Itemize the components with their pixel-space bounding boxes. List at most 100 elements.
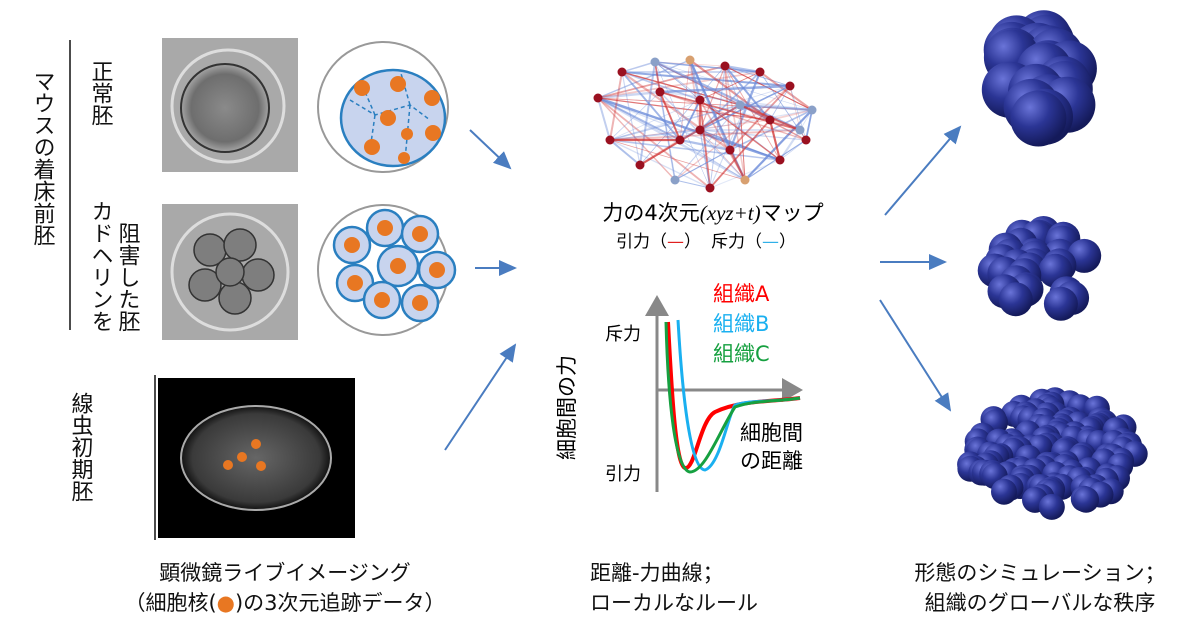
- force-edge: [679, 99, 701, 141]
- force-map-title: 力の4次元(xyz+t)マップ: [602, 201, 823, 225]
- force-edge: [769, 85, 791, 121]
- x-axis-label-line2: の距離: [740, 449, 803, 473]
- nucleus-dots: [344, 220, 445, 311]
- force-edge: [709, 65, 726, 189]
- cell-node: [617, 67, 627, 77]
- force-edge: [699, 109, 813, 131]
- left-caption-line1: 顕微鏡ライブイメージング: [159, 561, 411, 585]
- force-edge: [729, 149, 746, 181]
- x-axis-label-line1: 細胞間: [740, 421, 803, 445]
- cell-node: [735, 100, 745, 110]
- cell-node: [807, 105, 817, 115]
- force-edge: [674, 104, 741, 181]
- cell-node: [593, 93, 603, 103]
- nucleus-dots: [354, 76, 441, 164]
- force-edge: [699, 129, 711, 189]
- force-edge: [674, 149, 731, 181]
- cell-node: [675, 135, 685, 145]
- force-edge: [724, 65, 741, 106]
- cadherin-label-line1: カドヘリンを: [88, 200, 113, 332]
- force-edge: [679, 104, 741, 141]
- force-edge: [621, 71, 641, 166]
- nucleus-dot-icon: ●: [217, 591, 235, 615]
- cell-node: [695, 125, 705, 135]
- force-edge: [724, 65, 731, 151]
- middle-caption-line1: 距離-力曲線；: [590, 561, 724, 585]
- force-edge: [621, 71, 731, 151]
- force-edge: [769, 119, 801, 131]
- legend-tissue-c: 組織C: [713, 342, 770, 366]
- force-edge: [609, 119, 771, 141]
- force-map-network: [593, 55, 817, 193]
- force-edge: [654, 61, 813, 111]
- force-edge: [654, 61, 661, 93]
- cell-node: [795, 125, 805, 135]
- cell-node: [765, 115, 775, 125]
- force-edge: [597, 97, 611, 141]
- force-edge: [699, 99, 781, 161]
- right-caption-line2: 組織のグローバルな秩序: [925, 591, 1156, 615]
- cell-sphere: [1073, 486, 1100, 513]
- cell-node: [705, 183, 715, 193]
- cell-node: [775, 155, 785, 165]
- cell-node: [801, 135, 811, 145]
- force-edge: [659, 91, 676, 181]
- force-edge: [699, 71, 761, 131]
- normal-embryo-photo: [162, 38, 298, 172]
- force-edge: [699, 129, 807, 141]
- force-edge: [699, 129, 746, 181]
- cell-node: [755, 67, 765, 77]
- force-edge: [597, 97, 771, 121]
- force-edge: [739, 103, 813, 112]
- force-edge: [597, 97, 731, 151]
- force-edge: [639, 104, 741, 166]
- force-edge: [689, 59, 701, 131]
- y-top-label: 斥力: [605, 324, 641, 345]
- force-edge: [654, 60, 801, 132]
- cell-node: [635, 160, 645, 170]
- force-edge: [609, 71, 623, 141]
- force-edge: [679, 138, 731, 152]
- cell-sphere: [998, 282, 1033, 317]
- legend-tissue-b: 組織B: [713, 312, 769, 336]
- distance-force-graph: 細胞間の力 斥力 引力 細胞間 の距離 組織A 組織B 組織C: [555, 282, 803, 492]
- cell-sphere: [1038, 493, 1065, 520]
- force-edge: [659, 91, 807, 141]
- force-edge: [597, 97, 681, 141]
- force-edge: [659, 91, 681, 141]
- cell-node: [650, 57, 660, 67]
- force-edge: [621, 71, 791, 87]
- cell-node: [785, 81, 795, 91]
- force-edge: [654, 61, 761, 73]
- curve-tissue-c: [664, 321, 801, 474]
- force-edge: [659, 91, 813, 111]
- force-edge: [724, 65, 746, 181]
- force-edge: [621, 71, 701, 101]
- cell-sphere: [991, 478, 1017, 505]
- cell-node: [720, 61, 730, 71]
- middle-caption-line2: ローカルなルール: [590, 591, 758, 615]
- flow-arrows: [444, 125, 962, 451]
- cell-node: [725, 145, 735, 155]
- force-edge: [597, 97, 711, 189]
- cell-node: [670, 175, 680, 185]
- force-edge: [728, 71, 762, 151]
- force-edge: [724, 64, 761, 74]
- worm-embryo-label: 線虫初期胚: [68, 392, 94, 502]
- worm-embryo-photo: [158, 378, 355, 538]
- force-edge: [724, 65, 771, 121]
- force-edge: [744, 109, 813, 181]
- force-map-legend: 引力（—） 斥力（—）: [616, 232, 796, 252]
- force-edge: [709, 119, 771, 189]
- force-edge: [779, 129, 801, 161]
- force-edge: [609, 139, 641, 166]
- force-edge: [621, 61, 656, 73]
- force-edge: [659, 91, 801, 131]
- force-edge: [659, 84, 791, 94]
- force-edge: [769, 109, 813, 121]
- force-edge: [654, 61, 701, 101]
- cadherin-label-line2: 阻害した胚: [115, 222, 141, 332]
- cell-sphere: [1043, 286, 1078, 321]
- force-edge: [729, 109, 813, 151]
